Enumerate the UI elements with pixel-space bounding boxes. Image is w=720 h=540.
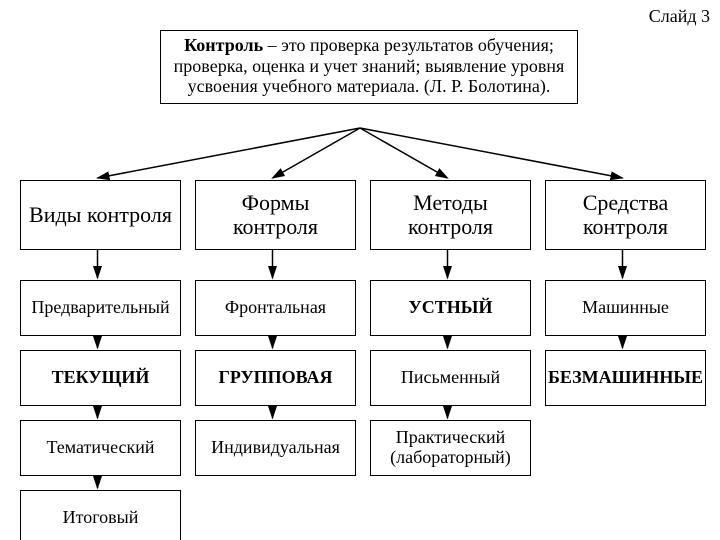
item-box: Фронтальная [195, 280, 356, 336]
category-header: Виды контроля [20, 180, 181, 250]
item-box: Индивидуаль­ная [195, 420, 356, 476]
slide-number: Слайд 3 [649, 6, 710, 27]
item-box: ТЕКУЩИЙ [20, 350, 181, 406]
item-box: БЕЗМАШИННЫЕ [545, 350, 706, 406]
item-box: УСТНЫЙ [370, 280, 531, 336]
item-box: Предвари­тельный [20, 280, 181, 336]
item-box: Тематический [20, 420, 181, 476]
category-header: Методы контроля [370, 180, 531, 250]
item-box: Письменный [370, 350, 531, 406]
category-header: Средства контроля [545, 180, 706, 250]
item-box: ГРУППОВАЯ [195, 350, 356, 406]
item-box: Практический (лабораторный) [370, 420, 531, 476]
slide: Слайд 3 Контроль – это проверка результа… [0, 0, 720, 540]
category-header: Формы контроля [195, 180, 356, 250]
definition-box: Контроль – это проверка результатов обуч… [160, 30, 578, 104]
item-box: Машинные [545, 280, 706, 336]
definition-term: Контроль [184, 35, 263, 55]
item-box: Итоговый [20, 490, 181, 540]
